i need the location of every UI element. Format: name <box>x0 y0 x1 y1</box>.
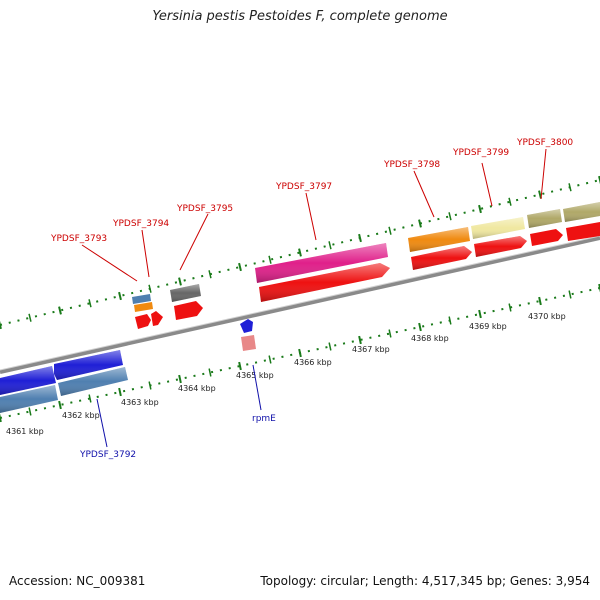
ruler-tick <box>598 283 600 293</box>
ruler-tick <box>508 197 512 206</box>
genome-backbone <box>0 236 600 374</box>
ruler-tick <box>208 270 212 279</box>
ruler-tick <box>388 329 392 338</box>
ruler-tick <box>58 400 62 410</box>
ruler-tick <box>448 212 452 221</box>
ruler-tick <box>238 361 242 371</box>
gene-feature[interactable] <box>132 294 151 304</box>
ruler-tick <box>178 277 182 286</box>
upper-ruler-line <box>0 179 600 326</box>
ruler-tick <box>418 322 422 332</box>
ruler-tick <box>178 374 182 384</box>
ruler-tick <box>448 316 452 325</box>
ruler-tick <box>268 355 272 364</box>
cds-feature[interactable] <box>174 301 203 320</box>
gene-label: rpmE <box>252 414 276 424</box>
ruler-tick <box>598 175 600 185</box>
ruler-tick <box>88 394 92 403</box>
cds-feature[interactable] <box>530 229 563 246</box>
ruler-tick <box>268 255 272 264</box>
gene-feature-rpmE[interactable] <box>240 319 253 333</box>
ruler-tick <box>118 291 122 301</box>
gene-label: YPDSF_3799 <box>452 148 509 158</box>
ruler-tick-label: 4367 kbp <box>352 345 390 354</box>
ruler-tick <box>0 413 2 423</box>
callout-lines <box>81 148 547 448</box>
ruler-tick <box>388 226 392 235</box>
ruler-tick <box>358 233 362 243</box>
topology-info: Topology: circular; Length: 4,517,345 bp… <box>260 574 590 588</box>
ruler-tick <box>298 348 302 358</box>
cds-feature[interactable] <box>135 314 151 329</box>
cds-track <box>135 222 600 329</box>
ruler-tick <box>298 248 302 257</box>
map-title: Yersinia pestis Pestoides F, complete ge… <box>152 9 448 24</box>
ruler-tick <box>328 342 332 351</box>
gene-label: YPDSF_3800 <box>516 138 573 148</box>
gene-feature[interactable] <box>241 335 256 351</box>
genome-backbone-highlight <box>0 235 600 371</box>
ruler-tick <box>208 368 212 377</box>
gene-label: YPDSF_3792 <box>79 450 136 460</box>
ruler-tick <box>118 387 122 397</box>
ruler-tick <box>148 284 152 293</box>
ruler-tick-label: 4362 kbp <box>62 411 100 420</box>
gene-label: YPDSF_3793 <box>50 234 107 244</box>
ruler-tick <box>508 303 512 312</box>
ruler-tick <box>148 381 152 390</box>
gene-label: YPDSF_3794 <box>112 219 169 229</box>
ruler-tick <box>538 296 542 306</box>
ruler-tick <box>568 290 572 299</box>
ruler-tick <box>238 262 242 272</box>
ruler-tick-label: 4363 kbp <box>121 398 159 407</box>
gene-label: YPDSF_3795 <box>176 204 233 214</box>
ruler-tick <box>418 219 422 228</box>
ruler-tick <box>88 299 92 308</box>
ruler-tick <box>58 306 62 315</box>
accession-info: Accession: NC_009381 <box>9 574 146 588</box>
ruler-tick <box>358 335 362 345</box>
cds-feature[interactable] <box>151 311 163 326</box>
reverse-genes <box>0 319 256 413</box>
ruler-tick <box>28 313 32 322</box>
gene-feature[interactable] <box>134 302 153 312</box>
ruler-tick-label: 4366 kbp <box>294 358 332 367</box>
ruler-tick-label: 4364 kbp <box>178 384 216 393</box>
ruler-tick-label: 4370 kbp <box>528 312 566 321</box>
ruler-tick <box>328 241 332 250</box>
ruler-tick <box>478 309 482 319</box>
ruler-tick <box>28 407 32 416</box>
ruler-tick <box>538 190 542 199</box>
upper-ruler-ticks <box>0 175 600 330</box>
gene-label: YPDSF_3798 <box>383 160 440 170</box>
lower-ruler-ticks <box>0 283 600 423</box>
ruler-tick-label: 4361 kbp <box>6 427 44 436</box>
gene-label: YPDSF_3797 <box>275 182 332 192</box>
ruler-tick-label: 4368 kbp <box>411 334 449 343</box>
forward-genes <box>132 202 600 312</box>
ruler-tick <box>0 320 2 330</box>
ruler-tick <box>568 183 572 192</box>
ruler-tick-label: 4369 kbp <box>469 322 507 331</box>
cds-feature[interactable] <box>566 222 600 241</box>
ruler-tick <box>478 204 482 214</box>
